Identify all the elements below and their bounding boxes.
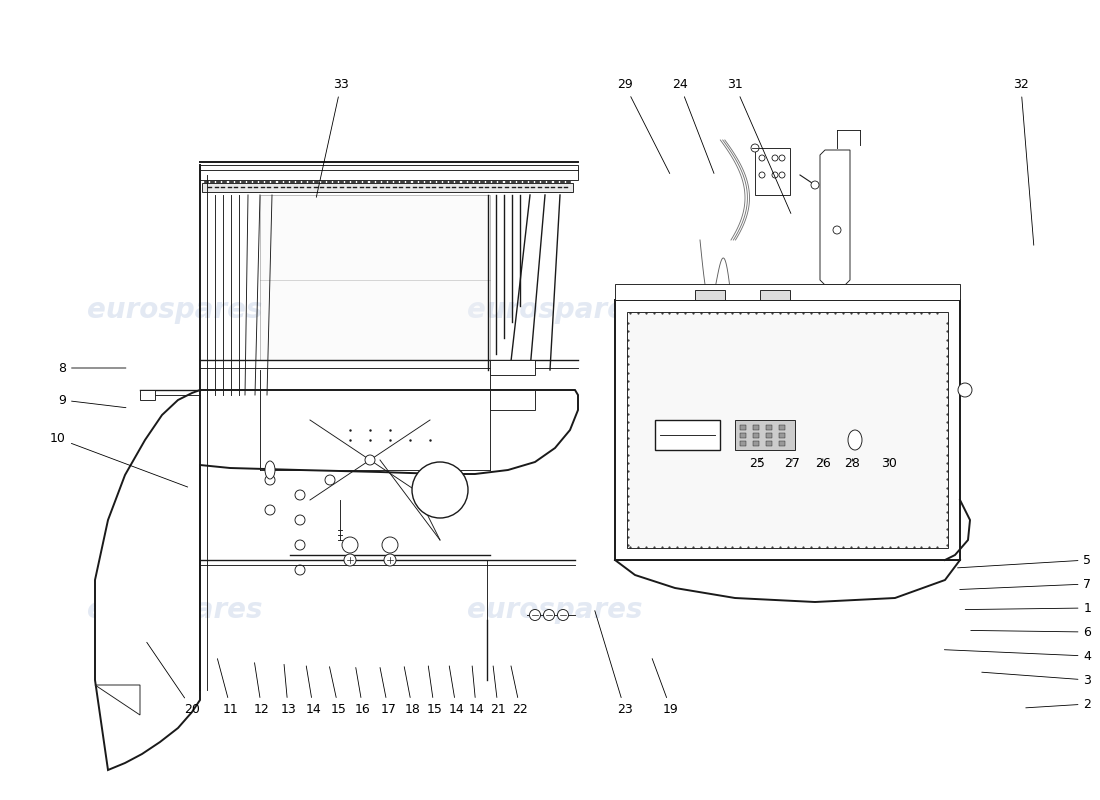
Polygon shape: [490, 390, 535, 410]
Circle shape: [324, 475, 336, 485]
Polygon shape: [766, 425, 772, 430]
Text: 28: 28: [845, 458, 860, 470]
Polygon shape: [95, 390, 578, 770]
Text: 16: 16: [355, 667, 371, 716]
Circle shape: [529, 610, 540, 621]
Polygon shape: [779, 425, 785, 430]
Circle shape: [344, 554, 356, 566]
Circle shape: [265, 505, 275, 515]
Text: 11: 11: [218, 658, 239, 716]
Circle shape: [751, 144, 759, 152]
Text: 19: 19: [652, 658, 679, 716]
Circle shape: [772, 155, 778, 161]
Text: 27: 27: [784, 458, 800, 470]
Polygon shape: [820, 150, 850, 285]
Polygon shape: [766, 433, 772, 438]
Polygon shape: [754, 441, 759, 446]
Circle shape: [382, 537, 398, 553]
Text: 13: 13: [280, 664, 296, 716]
Text: 14: 14: [306, 666, 321, 716]
Text: 14: 14: [469, 666, 484, 716]
Polygon shape: [755, 148, 790, 195]
Polygon shape: [779, 433, 785, 438]
Polygon shape: [760, 290, 790, 300]
Circle shape: [543, 610, 554, 621]
Text: 6: 6: [971, 626, 1091, 638]
Polygon shape: [766, 441, 772, 446]
Circle shape: [759, 155, 764, 161]
Text: 30: 30: [881, 458, 896, 470]
Polygon shape: [740, 433, 746, 438]
Text: 31: 31: [727, 78, 791, 214]
Polygon shape: [615, 284, 960, 300]
Text: 24: 24: [672, 78, 714, 174]
Polygon shape: [695, 290, 725, 300]
Circle shape: [958, 383, 972, 397]
Text: 8: 8: [58, 362, 125, 374]
Circle shape: [779, 172, 785, 178]
Text: 2: 2: [1026, 698, 1091, 710]
Text: 5: 5: [958, 554, 1091, 568]
Circle shape: [384, 554, 396, 566]
Polygon shape: [200, 165, 578, 180]
Polygon shape: [627, 312, 948, 548]
Polygon shape: [95, 685, 140, 715]
Text: 21: 21: [491, 666, 506, 716]
Polygon shape: [615, 300, 960, 560]
Text: 33: 33: [317, 78, 349, 198]
Text: 25: 25: [749, 458, 764, 470]
Polygon shape: [779, 441, 785, 446]
Polygon shape: [490, 360, 535, 375]
Circle shape: [412, 462, 468, 518]
Circle shape: [833, 226, 842, 234]
Circle shape: [295, 515, 305, 525]
Circle shape: [295, 490, 305, 500]
Circle shape: [295, 565, 305, 575]
Text: eurospares: eurospares: [87, 296, 263, 324]
Ellipse shape: [848, 430, 862, 450]
Polygon shape: [754, 425, 759, 430]
Text: 22: 22: [512, 666, 528, 716]
Text: 1: 1: [966, 602, 1091, 614]
Text: 15: 15: [330, 666, 346, 716]
Text: 14: 14: [449, 666, 464, 716]
Text: 17: 17: [379, 667, 396, 716]
Polygon shape: [754, 433, 759, 438]
Polygon shape: [740, 441, 746, 446]
Circle shape: [811, 181, 819, 189]
Circle shape: [772, 172, 778, 178]
Text: eurospares: eurospares: [468, 596, 642, 624]
Text: 4: 4: [945, 650, 1091, 662]
Circle shape: [342, 537, 358, 553]
Text: 29: 29: [617, 78, 670, 174]
Text: c: c: [510, 364, 514, 370]
Text: 7: 7: [960, 578, 1091, 590]
Polygon shape: [654, 420, 720, 450]
Text: 20: 20: [146, 642, 200, 716]
Circle shape: [365, 455, 375, 465]
Text: 3: 3: [982, 672, 1091, 686]
Text: eurospares: eurospares: [468, 296, 642, 324]
Text: 10: 10: [51, 432, 188, 487]
Text: eurospares: eurospares: [87, 596, 263, 624]
Text: 26: 26: [815, 458, 830, 470]
Circle shape: [759, 172, 764, 178]
Text: 18: 18: [404, 666, 420, 716]
Ellipse shape: [265, 461, 275, 479]
Polygon shape: [202, 183, 573, 192]
Circle shape: [265, 475, 275, 485]
Text: 23: 23: [595, 610, 632, 716]
Text: 32: 32: [1013, 78, 1034, 246]
Circle shape: [779, 155, 785, 161]
Text: 12: 12: [254, 662, 270, 716]
Circle shape: [558, 610, 569, 621]
Text: 15: 15: [427, 666, 442, 716]
Text: 9: 9: [58, 394, 125, 408]
Polygon shape: [740, 425, 746, 430]
Circle shape: [295, 540, 305, 550]
Polygon shape: [735, 420, 795, 450]
Polygon shape: [140, 390, 155, 400]
Polygon shape: [260, 195, 490, 360]
